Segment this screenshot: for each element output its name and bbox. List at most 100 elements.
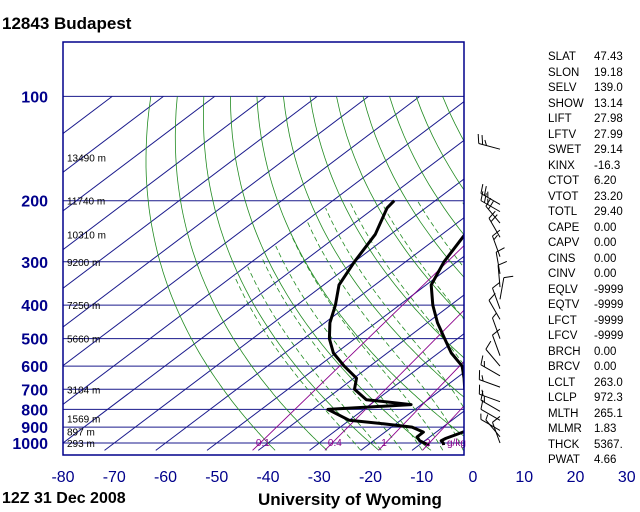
index-value: 0.00 — [594, 221, 617, 234]
height-label: 3104 m — [67, 385, 100, 396]
wind-barb — [477, 133, 501, 150]
wind-barb-flag — [483, 186, 487, 196]
wind-barb — [485, 340, 501, 367]
moist-adiabat-line — [247, 266, 382, 451]
index-name: KINX — [548, 159, 575, 172]
index-value: 5367. — [594, 438, 623, 451]
wind-barb — [485, 197, 501, 224]
index-name: CINV — [548, 268, 576, 280]
index-row-pwat: PWAT 4.66 — [548, 453, 638, 469]
mixing-ratio-label: 0.1 — [256, 438, 270, 449]
index-value: 265.1 — [594, 407, 623, 420]
index-value: -9999 — [594, 330, 624, 342]
index-value: 263.0 — [594, 376, 623, 389]
index-row-eqtv: EQTV -9999 — [548, 298, 638, 314]
plot-area — [63, 95, 464, 451]
x-tick-label: 30 — [618, 469, 636, 486]
wind-barb-staff — [480, 399, 501, 412]
index-name: LCLT — [548, 376, 576, 389]
wind-barb-staff — [495, 252, 501, 274]
x-tick-label: -10 — [410, 469, 433, 486]
index-name: CINS — [548, 252, 576, 265]
wind-barb-flag — [481, 135, 484, 145]
isotherm-line — [63, 96, 164, 173]
wind-barb-staff — [485, 419, 501, 438]
x-tick-label: 10 — [515, 469, 533, 486]
y-tick-label: 600 — [21, 359, 48, 376]
isotherm-line — [104, 178, 464, 451]
index-name: EQLV — [548, 283, 578, 296]
dry-adiabat-line — [362, 96, 464, 278]
index-value: 27.98 — [594, 113, 623, 125]
wind-barb-flag — [497, 260, 507, 266]
index-row-mlmr: MLMR 1.83 — [548, 422, 638, 438]
isotherm-line — [206, 255, 464, 451]
height-label: 10310 m — [67, 230, 106, 241]
index-name: BRCH — [548, 345, 581, 358]
moist-adiabat-line — [325, 207, 464, 409]
y-tick-label: 900 — [21, 420, 48, 437]
isotherm-line — [63, 139, 464, 444]
index-value: 139.0 — [594, 82, 623, 94]
index-value: 0.00 — [594, 345, 617, 358]
wind-barb-staff — [478, 143, 501, 150]
wind-barb-staff — [485, 205, 501, 224]
index-value: 972.3 — [594, 392, 623, 404]
y-tick-label: 800 — [21, 402, 48, 419]
wind-barb-flag — [492, 313, 497, 319]
y-tick-label: 400 — [21, 298, 48, 315]
index-row-lift: LIFT 27.98 — [548, 112, 638, 128]
x-tick-label: -80 — [51, 469, 74, 486]
wind-barb-flag — [488, 200, 494, 210]
wind-barb-flag — [483, 193, 487, 203]
index-value: -9999 — [594, 299, 624, 311]
wind-barb-flag — [480, 355, 484, 365]
y-tick-label: 300 — [21, 255, 48, 272]
index-name: MLTH — [548, 407, 579, 420]
wind-barb — [480, 355, 501, 377]
index-value: 29.14 — [594, 144, 623, 156]
wind-barb — [478, 370, 501, 388]
index-row-totl: TOTL 29.40 — [548, 205, 638, 221]
index-row-cins: CINS 0.00 — [548, 252, 638, 268]
index-name: EQTV — [548, 299, 580, 311]
y-tick-label: 200 — [21, 194, 48, 211]
isotherm-line — [63, 96, 421, 367]
dry-adiabat-line — [336, 96, 464, 319]
height-label: 293 m — [67, 439, 95, 450]
moist-adiabat-line — [275, 245, 423, 451]
index-value: -9999 — [594, 283, 624, 296]
wind-barb-flag — [488, 292, 496, 301]
index-name: THCK — [548, 438, 580, 451]
isotherm-line — [63, 96, 267, 251]
height-label: 5660 m — [67, 335, 100, 346]
height-label: 9200 m — [67, 258, 100, 269]
index-name: SLON — [548, 66, 580, 79]
wind-barb-flag — [492, 281, 501, 289]
index-value: 0.00 — [594, 252, 617, 265]
wind-barb-staff — [480, 364, 501, 377]
dry-adiabat-line — [202, 96, 380, 451]
wind-barb-flag — [492, 328, 501, 336]
index-value: -16.3 — [594, 159, 621, 172]
index-value: 23.20 — [594, 190, 623, 203]
wind-barb-flag — [488, 210, 496, 219]
index-value: 19.18 — [594, 66, 623, 79]
index-row-slon: SLON 19.18 — [548, 66, 638, 82]
index-value: 0.00 — [594, 268, 617, 280]
index-name: VTOT — [548, 190, 579, 203]
index-value: 0.00 — [594, 361, 617, 373]
index-value: 47.43 — [594, 51, 623, 63]
wind-barb-flag — [477, 133, 480, 144]
wind-barb-flag — [495, 247, 505, 253]
index-name: SHOW — [548, 97, 584, 110]
index-name: SELV — [548, 82, 577, 94]
wind-barb-staff — [485, 348, 501, 367]
height-label: 1569 m — [67, 415, 100, 426]
moist-adiabat-line — [261, 256, 403, 451]
mixing-ratio-label: 2 — [425, 438, 431, 449]
index-row-brcv: BRCV 0.00 — [548, 360, 638, 376]
y-tick-label: 500 — [21, 332, 48, 349]
height-label: 897 m — [67, 427, 95, 438]
